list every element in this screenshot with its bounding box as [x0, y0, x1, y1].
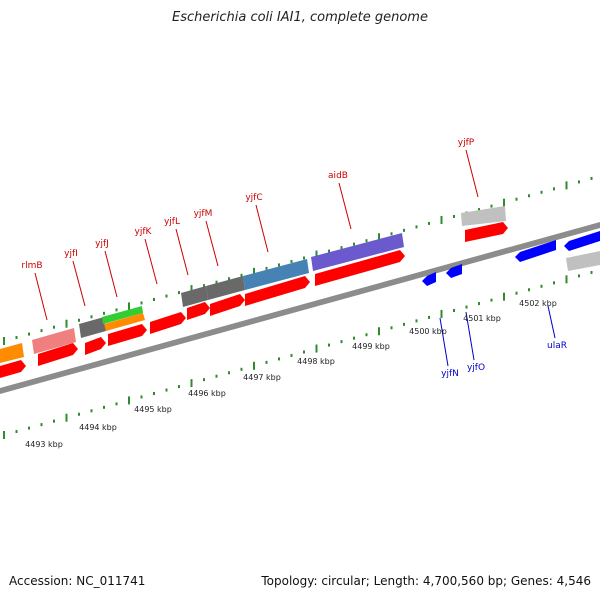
leader-line: [34, 272, 48, 321]
forward-label-group: rlmB yjfI yjfJ yjfK yjfL yjfM yjfC aidB yjfP: [21, 138, 479, 321]
feature-box: [461, 206, 506, 226]
forward-gene-label: yjfI: [64, 249, 78, 259]
feature-box: [206, 276, 245, 300]
position-label: 4497 kbp: [243, 373, 281, 382]
backbone-group: [0, 222, 600, 394]
leader-line: [144, 238, 158, 285]
position-label: 4500 kbp: [409, 327, 447, 336]
forward-gene-label: yjfK: [135, 227, 153, 237]
reverse-gene-label: ulaR: [547, 341, 567, 351]
forward-gene-label: yjfC: [245, 193, 262, 203]
accession-text: Accession: NC_011741: [9, 574, 146, 588]
leader-line: [104, 250, 118, 298]
forward-gene-arrow: [108, 324, 147, 346]
position-label: 4495 kbp: [134, 405, 172, 414]
position-label: 4501 kbp: [463, 314, 501, 323]
position-label: 4499 kbp: [352, 342, 390, 351]
forward-gene-arrow: [245, 276, 310, 306]
feature-box: [311, 233, 404, 271]
forward-gene-label: yjfM: [194, 209, 213, 219]
feature-box: [102, 306, 143, 324]
reverse-gene-arrow: [446, 264, 462, 278]
forward-gene-arrow: [465, 222, 508, 242]
forward-genes: [0, 222, 508, 378]
forward-gene-arrow: [315, 250, 405, 286]
feature-box: [104, 313, 145, 331]
forward-gene-arrow: [150, 312, 186, 334]
forward-gene-label: yjfP: [458, 138, 475, 148]
feature-box: [79, 317, 106, 338]
reverse-gene-label: yjfO: [467, 363, 485, 373]
page-title: Escherichia coli IAI1, complete genome: [172, 10, 428, 25]
feature-box: [243, 259, 309, 290]
forward-gene-arrow: [0, 360, 26, 378]
position-label: 4494 kbp: [79, 423, 117, 432]
reverse-gene-arrow: [515, 240, 556, 262]
forward-gene-label: rlmB: [21, 261, 42, 271]
reverse-gene-arrow: [564, 231, 600, 251]
forward-gene-label: yjfL: [164, 217, 180, 227]
leader-line: [465, 149, 479, 198]
leader-line: [255, 204, 269, 253]
leader-line: [547, 305, 556, 339]
feature-box: [0, 343, 24, 363]
lower-tick-track: [3, 270, 593, 439]
leader-line: [72, 260, 86, 307]
leader-line: [338, 182, 352, 230]
forward-gene-label: yjfJ: [95, 239, 109, 249]
feature-box: [181, 286, 208, 307]
position-label: 4493 kbp: [25, 440, 63, 449]
genome-summary: Topology: circular; Length: 4,700,560 bp…: [261, 574, 591, 588]
forward-gene-label: aidB: [328, 171, 348, 181]
forward-gene-arrow: [38, 343, 78, 366]
reverse-gene-arrow: [422, 272, 436, 286]
position-label: 4502 kbp: [519, 299, 557, 308]
feature-box: [32, 328, 76, 354]
reverse-genes: [422, 231, 600, 286]
feature-box: [566, 251, 600, 271]
forward-gene-arrow: [85, 337, 106, 355]
position-label: 4496 kbp: [188, 389, 226, 398]
genome-backbone: [0, 222, 600, 394]
leader-line: [175, 228, 189, 276]
position-label: 4498 kbp: [297, 357, 335, 366]
feature-track: [0, 206, 600, 363]
reverse-gene-label: yjfN: [441, 369, 459, 379]
forward-gene-arrow: [187, 302, 210, 320]
leader-line: [205, 220, 219, 267]
leader-line: [465, 311, 475, 361]
kbp-label-group: 4493 kbp 4494 kbp 4495 kbp 4496 kbp 4497 kbp…: [25, 299, 557, 449]
forward-gene-arrow: [210, 294, 245, 316]
leader-line: [439, 317, 449, 367]
upper-tick-track: [3, 176, 593, 345]
reverse-label-group: yjfN yjfO ulaR: [439, 305, 567, 379]
